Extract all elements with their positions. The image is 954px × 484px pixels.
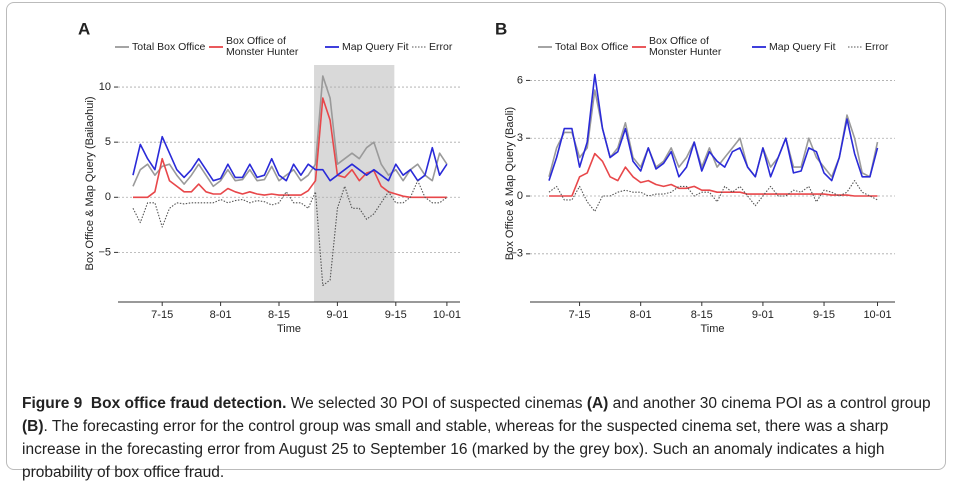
caption-title: Box office fraud detection. xyxy=(90,395,287,412)
plot: −5 0 5 10 7-15 8-01 8-15 9-01 9-15 10-01 Time Box O… xyxy=(78,19,461,335)
y-tick-label: 3 xyxy=(517,132,523,144)
legend-label: Map Query Fit xyxy=(342,40,409,53)
legend-item: Error xyxy=(429,40,453,53)
legend-label: Box Office of Monster Hunter xyxy=(649,35,722,58)
x-tick-label: 7-15 xyxy=(151,309,173,321)
y-tick-label: −5 xyxy=(98,246,111,258)
x-tick-label: 8-15 xyxy=(691,309,713,321)
x-tick-label: 9-15 xyxy=(813,309,835,321)
y-tick-label: −3 xyxy=(510,248,523,260)
series-line xyxy=(548,180,878,212)
y-tick-label: 6 xyxy=(517,74,523,86)
y-axis-label: Box Office & Map Query (Bailaohui) xyxy=(84,96,96,270)
x-tick-label: 9-01 xyxy=(326,309,348,321)
x-axis-label: Time xyxy=(700,323,724,335)
series-line xyxy=(133,97,447,199)
legend-item: Map Query Fit xyxy=(769,40,836,53)
y-tick-label: 10 xyxy=(99,81,111,93)
series-line xyxy=(132,135,448,182)
legend-item: Box Office of Monster Hunter xyxy=(226,35,299,58)
caption-text: and another 30 cinema POI as a control g… xyxy=(608,395,931,412)
caption-ref: (A) xyxy=(586,395,609,412)
legend-item: Total Box Office xyxy=(555,40,629,53)
legend-label: Total Box Office xyxy=(555,40,629,53)
figure-frame xyxy=(6,2,946,470)
panel-label: B xyxy=(495,19,507,38)
x-tick-label: 7-15 xyxy=(569,309,591,321)
legend-label: Map Query Fit xyxy=(769,40,836,53)
y-axis-label: Box Office & Map Query (Baoli) xyxy=(504,107,516,260)
legend-label: Box Office of Monster Hunter xyxy=(226,35,299,58)
legend-label: Total Box Office xyxy=(132,40,206,53)
chart: −5 0 5 10 7-15 8-01 8-15 9-01 9-15 10-01 Time Box O… xyxy=(78,19,895,335)
y-tick-label: 0 xyxy=(517,190,523,202)
x-tick-label: 8-15 xyxy=(268,309,290,321)
x-tick-label: 8-01 xyxy=(630,309,652,321)
caption-text: . The forecasting error for the control … xyxy=(22,418,889,481)
highlight-span xyxy=(314,65,395,302)
x-axis-label: Time xyxy=(277,323,301,335)
legend-item: Total Box Office xyxy=(132,40,206,53)
caption-text: We selected 30 POI of suspected cinemas xyxy=(286,395,587,412)
legend-label: Error xyxy=(865,40,889,53)
series-line xyxy=(549,152,878,197)
x-tick-label: 10-01 xyxy=(863,309,891,321)
y-tick-label: 5 xyxy=(105,136,111,148)
x-tick-label: 9-01 xyxy=(752,309,774,321)
series-line xyxy=(132,180,448,287)
y-tick-label: 0 xyxy=(105,191,111,203)
legend-item: Box Office of Monster Hunter xyxy=(649,35,722,58)
panel-label: A xyxy=(78,19,90,38)
legend-label: Error xyxy=(429,40,453,53)
plot: −3 0 3 6 7-15 8-01 8-15 9-01 9-15 10-01 Time Box Of… xyxy=(495,19,895,335)
x-tick-label: 9-15 xyxy=(385,309,407,321)
series-line xyxy=(548,73,879,182)
caption-ref: (B) xyxy=(22,418,44,435)
caption: Figure 9 Box office fraud detection. We … xyxy=(22,392,937,484)
legend-item: Error xyxy=(865,40,889,53)
x-tick-label: 10-01 xyxy=(433,309,461,321)
caption-label: Figure 9 xyxy=(22,395,83,412)
x-tick-label: 8-01 xyxy=(210,309,232,321)
legend-item: Map Query Fit xyxy=(342,40,409,53)
